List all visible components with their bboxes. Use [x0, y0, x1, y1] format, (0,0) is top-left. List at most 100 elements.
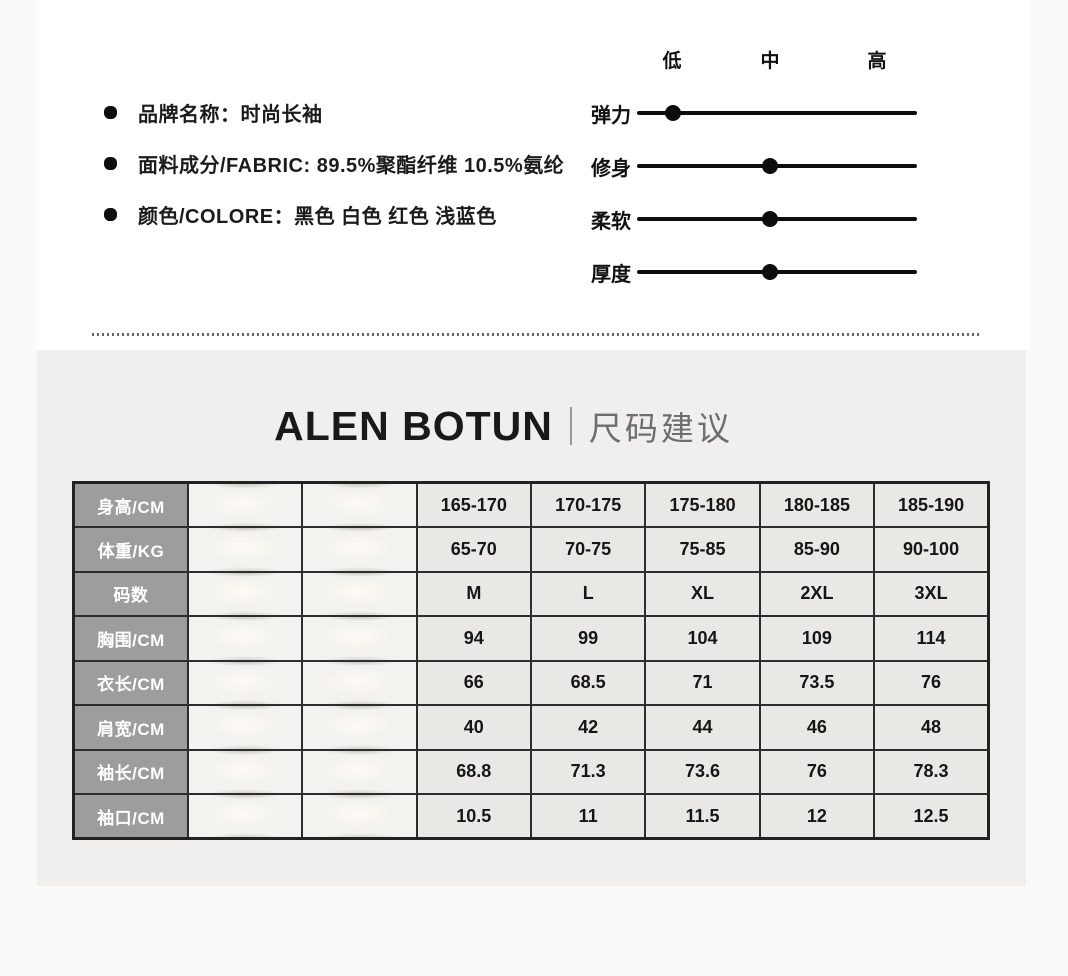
blurred-cell [186, 570, 304, 617]
table-row-garment-length: 衣长/CM 66 68.5 71 73.5 76 [72, 659, 990, 706]
size-value-cell: 73.6 [644, 748, 761, 795]
size-value-cell: 10.5 [415, 793, 533, 840]
size-value-cell: 94 [415, 615, 533, 662]
table-row-chest: 胸围/CM 94 99 104 109 114 [72, 615, 990, 662]
size-value-cell: 185-190 [873, 481, 990, 528]
product-info-list: 品牌名称：时尚长袖 面料成分/FABRIC: 89.5%聚酯纤维 10.5%氨纶… [104, 100, 564, 253]
slider-track [637, 105, 917, 121]
attribute-slider-row-elasticity: 弹力 [589, 101, 917, 127]
table-row-size-code: 码数 M L XL 2XL 3XL [72, 570, 990, 617]
size-row-header: 袖口/CM [72, 793, 189, 840]
slider-track [637, 264, 917, 280]
table-row-cuff: 袖口/CM 10.5 11 11.5 12 12.5 [72, 793, 990, 840]
blurred-cell [186, 659, 304, 706]
size-value-cell: 42 [529, 704, 647, 751]
blurred-cell [301, 526, 418, 573]
size-value-cell: 85-90 [758, 526, 876, 573]
size-value-cell: 76 [758, 748, 876, 795]
size-value-cell: 68.5 [529, 659, 647, 706]
size-value-cell: 165-170 [415, 481, 533, 528]
blurred-cell [301, 615, 418, 662]
size-value-cell: 104 [644, 615, 761, 662]
product-attribute-item: 面料成分/FABRIC: 89.5%聚酯纤维 10.5%氨纶 [104, 151, 564, 177]
slider-dot-marker [665, 105, 682, 121]
size-guide-title: ALEN BOTUN 尺码建议 [9, 402, 998, 450]
size-guide-section: ALEN BOTUN 尺码建议 身高/CM 165-170 170-175 17… [37, 350, 1026, 886]
size-row-header: 码数 [72, 570, 189, 617]
attribute-label: 修身 [591, 157, 631, 180]
blurred-cell [301, 748, 418, 795]
size-value-cell: 175-180 [644, 481, 761, 528]
table-row-sleeve-length: 袖长/CM 68.8 71.3 73.6 76 78.3 [72, 748, 990, 795]
size-value-cell: 2XL [758, 570, 876, 617]
size-value-cell: 76 [873, 659, 990, 706]
attribute-level-chart: 低 中 高 弹力 修身 柔软 厚度 [589, 0, 929, 300]
size-value-cell: 170-175 [529, 481, 647, 528]
size-value-cell: 68.8 [415, 748, 533, 795]
slider-dot-marker [762, 211, 778, 227]
attribute-label: 厚度 [591, 263, 631, 286]
scale-header: 低 中 高 [637, 0, 917, 72]
size-value-cell: L [529, 570, 647, 617]
blurred-cell [301, 704, 418, 751]
size-value-cell: 12 [758, 793, 876, 840]
blurred-cell [301, 793, 418, 840]
size-value-cell: 11.5 [644, 793, 761, 840]
table-row-height: 身高/CM 165-170 170-175 175-180 180-185 18… [72, 481, 990, 528]
attribute-slider-row-thickness: 厚度 [589, 260, 917, 286]
slider-track [637, 158, 917, 174]
size-value-cell: 3XL [873, 570, 990, 617]
blurred-cell [186, 615, 304, 662]
table-row-weight: 体重/KG 65-70 70-75 75-85 85-90 90-100 [72, 526, 990, 573]
size-row-header: 体重/KG [72, 526, 189, 573]
size-row-header: 袖长/CM [72, 748, 189, 795]
size-row-header: 衣长/CM [72, 659, 189, 706]
attribute-slider-row-fit: 修身 [589, 154, 917, 180]
bullet-icon [104, 105, 117, 119]
title-divider [569, 407, 572, 445]
dotted-divider [92, 333, 980, 336]
size-value-cell: 46 [758, 704, 876, 751]
blurred-cell [301, 659, 418, 706]
size-value-cell: 75-85 [644, 526, 761, 573]
blurred-cell [186, 793, 304, 840]
size-chart-table: 身高/CM 165-170 170-175 175-180 180-185 18… [72, 481, 990, 840]
size-value-cell: 44 [644, 704, 761, 751]
size-value-cell: M [415, 570, 533, 617]
blurred-cell [186, 748, 304, 795]
size-value-cell: 180-185 [758, 481, 876, 528]
product-attribute-item: 品牌名称：时尚长袖 [104, 100, 564, 126]
size-value-cell: 70-75 [529, 526, 647, 573]
size-value-cell: 73.5 [758, 659, 876, 706]
slider-dot-marker [762, 264, 778, 280]
size-value-cell: 48 [873, 704, 990, 751]
scale-label-low: 低 [662, 51, 682, 72]
size-value-cell: 109 [758, 615, 876, 662]
attribute-slider-row-softness: 柔软 [589, 207, 917, 233]
size-value-cell: 114 [873, 615, 990, 662]
size-value-cell: 78.3 [873, 748, 990, 795]
scale-label-high: 高 [867, 51, 887, 72]
size-value-cell: 12.5 [873, 793, 990, 840]
blurred-cell [301, 570, 418, 617]
color-options-text: 颜色/COLORE：黑色 白色 红色 浅蓝色 [138, 205, 497, 228]
size-value-cell: 40 [415, 704, 533, 751]
size-value-cell: 71 [644, 659, 761, 706]
slider-track [637, 211, 917, 227]
bullet-icon [104, 207, 117, 221]
size-value-cell: 90-100 [873, 526, 990, 573]
table-row-shoulder-width: 肩宽/CM 40 42 44 46 48 [72, 704, 990, 751]
size-value-cell: 71.3 [529, 748, 647, 795]
attribute-label: 弹力 [591, 104, 631, 127]
scale-label-mid: 中 [760, 51, 780, 72]
size-value-cell: 11 [529, 793, 647, 840]
size-value-cell: 65-70 [415, 526, 533, 573]
size-guide-subtitle: 尺码建议 [588, 410, 733, 447]
size-value-cell: XL [644, 570, 761, 617]
blurred-cell [186, 704, 304, 751]
bullet-icon [104, 156, 117, 170]
size-row-header: 肩宽/CM [72, 704, 189, 751]
product-attribute-item: 颜色/COLORE：黑色 白色 红色 浅蓝色 [104, 202, 564, 228]
product-attributes-section: 品牌名称：时尚长袖 面料成分/FABRIC: 89.5%聚酯纤维 10.5%氨纶… [36, 0, 1030, 350]
brand-name-text: 品牌名称：时尚长袖 [138, 103, 323, 126]
